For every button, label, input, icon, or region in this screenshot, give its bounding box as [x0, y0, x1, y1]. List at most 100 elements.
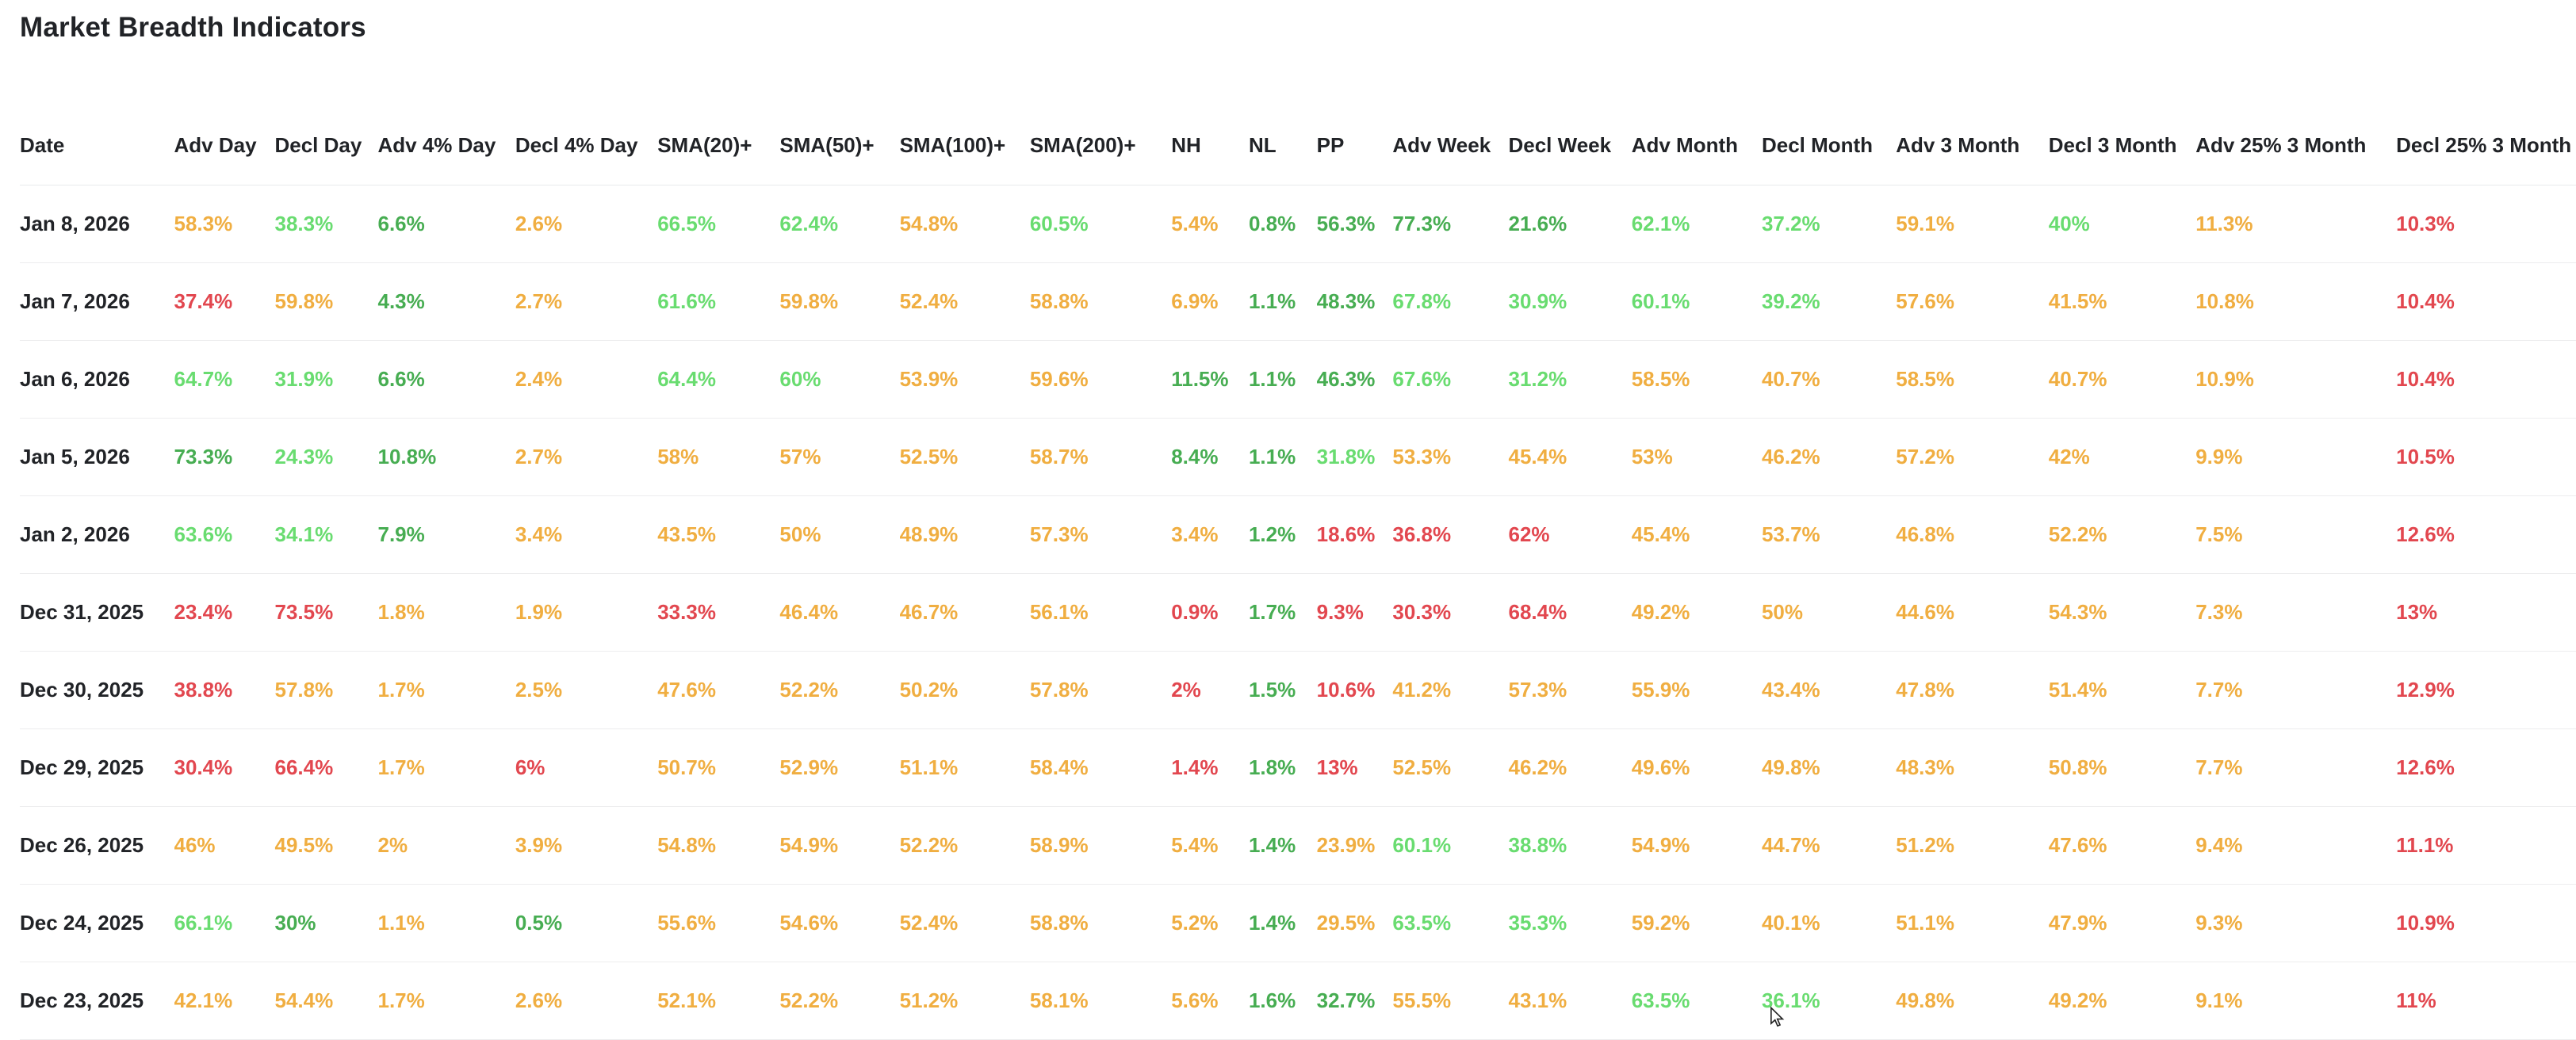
value-cell-sma-20: 47.6%: [657, 651, 780, 729]
date-cell: Dec 23, 2025: [20, 962, 174, 1040]
value-cell-sma-20: 61.6%: [657, 262, 780, 341]
column-header-decl-day[interactable]: Decl Day: [274, 44, 378, 185]
value-cell-decl-month: 46.2%: [1761, 418, 1897, 496]
value-cell-nl: 1.2%: [1248, 495, 1317, 574]
value-cell-sma-50: 57%: [779, 418, 900, 496]
value-cell-decl-4-day: 2.7%: [515, 262, 658, 341]
value-cell-decl-week: 62%: [1508, 495, 1632, 574]
column-header-adv-3-month[interactable]: Adv 3 Month: [1896, 44, 2049, 185]
column-header-sma-20[interactable]: SMA(20)+: [657, 44, 780, 185]
value-cell-decl-4-day: 2.6%: [515, 185, 658, 263]
date-cell: Dec 31, 2025: [20, 573, 174, 652]
value-cell-nh: 5.6%: [1171, 962, 1249, 1040]
value-cell-decl-month: 44.7%: [1761, 806, 1897, 885]
value-cell-sma-100: 52.2%: [899, 806, 1030, 885]
value-cell-adv-25-3-month: 9.3%: [2195, 884, 2397, 962]
value-cell-pp: 46.3%: [1316, 340, 1393, 419]
value-cell-sma-200: 57.3%: [1029, 495, 1172, 574]
value-cell-sma-100: 54.8%: [899, 185, 1030, 263]
value-cell-nh: 0.9%: [1171, 573, 1249, 652]
value-cell-adv-3-month: 44.6%: [1896, 573, 2049, 652]
value-cell-adv-25-3-month: 7.7%: [2195, 651, 2397, 729]
value-cell-decl-25-3-month: 12.6%: [2396, 495, 2576, 574]
value-cell-nl: 1.4%: [1248, 806, 1317, 885]
page-container: Market Breadth Indicators Date Adv Day Dec…: [0, 11, 2576, 1040]
value-cell-adv-week: 63.5%: [1392, 884, 1509, 962]
value-cell-sma-50: 46.4%: [779, 573, 900, 652]
column-header-nh[interactable]: NH: [1171, 44, 1249, 185]
value-cell-pp: 29.5%: [1316, 884, 1393, 962]
value-cell-adv-25-3-month: 10.9%: [2195, 340, 2397, 419]
value-cell-decl-25-3-month: 12.6%: [2396, 728, 2576, 807]
column-header-adv-4-day[interactable]: Adv 4% Day: [377, 44, 515, 185]
column-header-adv-week[interactable]: Adv Week: [1392, 44, 1509, 185]
column-header-decl-4-day[interactable]: Decl 4% Day: [515, 44, 658, 185]
value-cell-nl: 1.1%: [1248, 262, 1317, 341]
column-header-decl-week[interactable]: Decl Week: [1508, 44, 1632, 185]
value-cell-adv-4-day: 1.1%: [377, 884, 515, 962]
value-cell-decl-25-3-month: 10.5%: [2396, 418, 2576, 496]
value-cell-pp: 23.9%: [1316, 806, 1393, 885]
value-cell-decl-4-day: 2.7%: [515, 418, 658, 496]
value-cell-decl-3-month: 47.9%: [2048, 884, 2196, 962]
column-header-adv-25-3-month[interactable]: Adv 25% 3 Month: [2195, 44, 2397, 185]
value-cell-decl-day: 59.8%: [274, 262, 378, 341]
value-cell-adv-day: 46%: [174, 806, 275, 885]
value-cell-decl-day: 66.4%: [274, 728, 378, 807]
value-cell-nh: 5.2%: [1171, 884, 1249, 962]
value-cell-sma-200: 59.6%: [1029, 340, 1172, 419]
value-cell-decl-week: 68.4%: [1508, 573, 1632, 652]
page-title: Market Breadth Indicators: [20, 12, 366, 43]
table-row: Dec 23, 2025 42.1% 54.4% 1.7% 2.6% 52.1% 52.2%…: [20, 962, 2576, 1040]
value-cell-decl-4-day: 3.9%: [515, 806, 658, 885]
value-cell-sma-20: 54.8%: [657, 806, 780, 885]
column-header-date[interactable]: Date: [20, 44, 174, 185]
value-cell-decl-4-day: 2.4%: [515, 340, 658, 419]
value-cell-decl-3-month: 41.5%: [2048, 262, 2196, 341]
value-cell-decl-25-3-month: 11%: [2396, 962, 2576, 1040]
value-cell-adv-3-month: 51.1%: [1896, 884, 2049, 962]
column-header-sma-100[interactable]: SMA(100)+: [899, 44, 1030, 185]
value-cell-sma-200: 58.4%: [1029, 728, 1172, 807]
value-cell-pp: 32.7%: [1316, 962, 1393, 1040]
value-cell-adv-25-3-month: 11.3%: [2195, 185, 2397, 263]
value-cell-sma-20: 66.5%: [657, 185, 780, 263]
column-header-decl-month[interactable]: Decl Month: [1761, 44, 1897, 185]
value-cell-adv-25-3-month: 9.1%: [2195, 962, 2397, 1040]
value-cell-decl-25-3-month: 12.9%: [2396, 651, 2576, 729]
column-header-decl-25-3-month[interactable]: Decl 25% 3 Month: [2396, 44, 2576, 185]
column-header-adv-day[interactable]: Adv Day: [174, 44, 275, 185]
value-cell-decl-25-3-month: 11.1%: [2396, 806, 2576, 885]
value-cell-sma-20: 50.7%: [657, 728, 780, 807]
value-cell-sma-200: 58.1%: [1029, 962, 1172, 1040]
value-cell-adv-month: 62.1%: [1631, 185, 1762, 263]
value-cell-adv-day: 63.6%: [174, 495, 275, 574]
table-row: Dec 26, 2025 46% 49.5% 2% 3.9% 54.8% 54.9% 52.2…: [20, 806, 2576, 885]
value-cell-sma-20: 43.5%: [657, 495, 780, 574]
value-cell-decl-week: 43.1%: [1508, 962, 1632, 1040]
value-cell-nl: 1.1%: [1248, 418, 1317, 496]
value-cell-adv-week: 77.3%: [1392, 185, 1509, 263]
date-cell: Jan 8, 2026: [20, 185, 174, 263]
value-cell-adv-week: 30.3%: [1392, 573, 1509, 652]
value-cell-decl-day: 30%: [274, 884, 378, 962]
value-cell-nl: 1.6%: [1248, 962, 1317, 1040]
value-cell-decl-day: 31.9%: [274, 340, 378, 419]
column-header-pp[interactable]: PP: [1316, 44, 1393, 185]
value-cell-nh: 3.4%: [1171, 495, 1249, 574]
value-cell-decl-month: 49.8%: [1761, 728, 1897, 807]
column-header-adv-month[interactable]: Adv Month: [1631, 44, 1762, 185]
value-cell-adv-day: 42.1%: [174, 962, 275, 1040]
value-cell-decl-week: 31.2%: [1508, 340, 1632, 419]
table-row: Dec 31, 2025 23.4% 73.5% 1.8% 1.9% 33.3% 46.4%…: [20, 573, 2576, 652]
column-header-sma-200[interactable]: SMA(200)+: [1029, 44, 1172, 185]
date-cell: Dec 30, 2025: [20, 651, 174, 729]
value-cell-nh: 8.4%: [1171, 418, 1249, 496]
column-header-decl-3-month[interactable]: Decl 3 Month: [2048, 44, 2196, 185]
column-header-sma-50[interactable]: SMA(50)+: [779, 44, 900, 185]
column-header-nl[interactable]: NL: [1248, 44, 1317, 185]
value-cell-decl-day: 57.8%: [274, 651, 378, 729]
value-cell-decl-month: 50%: [1761, 573, 1897, 652]
value-cell-adv-month: 58.5%: [1631, 340, 1762, 419]
value-cell-decl-3-month: 47.6%: [2048, 806, 2196, 885]
